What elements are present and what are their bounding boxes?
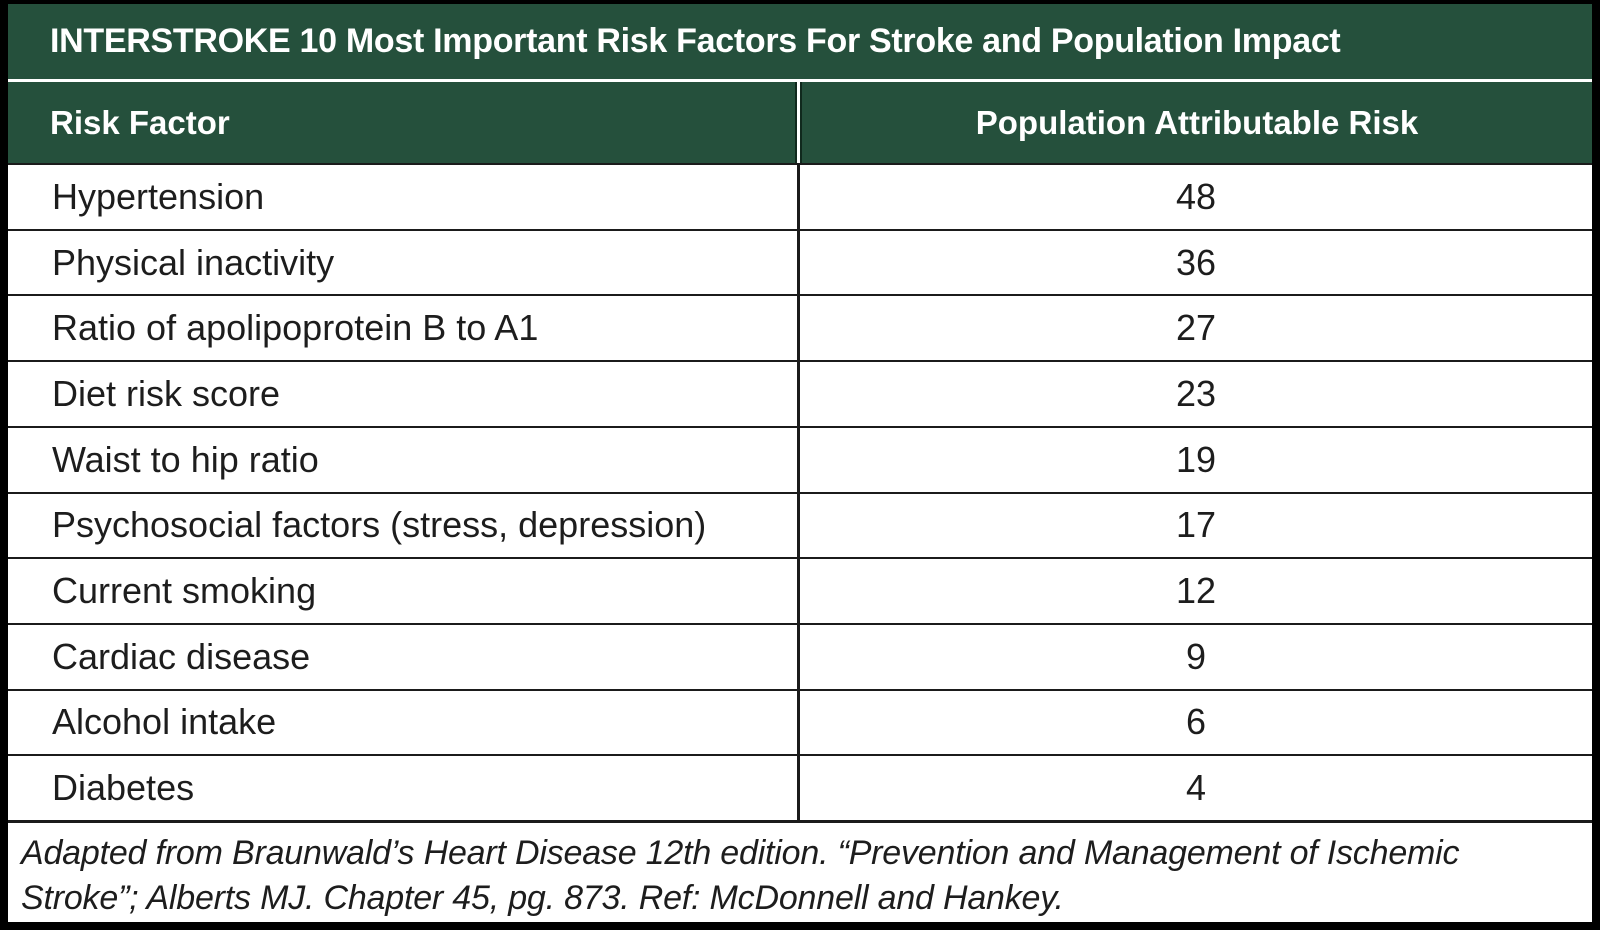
footnote: Adapted from Braunwald’s Heart Disease 1… xyxy=(8,820,1592,922)
table-row: Cardiac disease 9 xyxy=(8,622,1592,689)
title-separator-line xyxy=(8,79,1592,82)
par-value-cell: 36 xyxy=(1175,241,1217,283)
risk-factor-cell: Alcohol intake xyxy=(52,701,277,743)
par-value-cell: 4 xyxy=(1185,767,1207,809)
par-value-cell: 48 xyxy=(1175,175,1217,217)
column-divider xyxy=(797,559,800,623)
footnote-line-2: Stroke”; Alberts MJ. Chapter 45, pg. 873… xyxy=(21,879,1064,917)
par-value-cell: 23 xyxy=(1175,372,1217,414)
table-body: Hypertension 48 Physical inactivity 36 Ratio… xyxy=(8,165,1592,821)
risk-factor-cell: Diabetes xyxy=(52,767,195,809)
table-row: Ratio of apolipoprotein B to A1 27 xyxy=(8,294,1592,361)
column-divider xyxy=(797,624,800,689)
table-row: Diabetes 4 xyxy=(8,754,1592,821)
table-row: Diet risk score 23 xyxy=(8,360,1592,426)
column-divider xyxy=(797,296,800,361)
column-header-row: Risk Factor Population Attributable Risk xyxy=(8,82,1592,165)
column-header-risk-factor: Risk Factor xyxy=(50,103,230,141)
table-row: Physical inactivity 36 xyxy=(8,228,1592,295)
risk-factor-cell: Physical inactivity xyxy=(52,241,335,283)
column-divider-header xyxy=(795,82,802,163)
risk-factor-cell: Cardiac disease xyxy=(52,635,311,677)
par-value-cell: 9 xyxy=(1185,635,1207,677)
risk-factor-cell: Hypertension xyxy=(52,175,265,217)
par-value-cell: 27 xyxy=(1175,307,1217,349)
column-divider xyxy=(797,493,800,558)
table-container: INTERSTROKE 10 Most Important Risk Facto… xyxy=(8,4,1592,922)
par-value-cell: 6 xyxy=(1185,701,1207,743)
risk-factor-cell: Psychosocial factors (stress, depression… xyxy=(52,504,707,546)
par-value-cell: 17 xyxy=(1175,504,1217,546)
column-divider xyxy=(797,230,800,295)
par-value-cell: 12 xyxy=(1175,570,1217,612)
risk-factor-cell: Waist to hip ratio xyxy=(52,438,319,480)
column-header-population-attributable-risk: Population Attributable Risk xyxy=(975,103,1419,141)
table-row: Current smoking 12 xyxy=(8,557,1592,623)
risk-factor-cell: Current smoking xyxy=(52,570,317,612)
table-row: Psychosocial factors (stress, depression… xyxy=(8,491,1592,558)
column-divider xyxy=(797,756,800,821)
column-divider xyxy=(797,165,800,229)
table-row: Waist to hip ratio 19 xyxy=(8,425,1592,492)
risk-factor-cell: Ratio of apolipoprotein B to A1 xyxy=(52,307,539,349)
footnote-line-1: Adapted from Braunwald’s Heart Disease 1… xyxy=(21,834,1460,872)
table-row: Hypertension 48 xyxy=(8,165,1592,229)
column-divider xyxy=(797,427,800,492)
column-divider xyxy=(797,362,800,426)
par-value-cell: 19 xyxy=(1175,438,1217,480)
table-title: INTERSTROKE 10 Most Important Risk Facto… xyxy=(50,22,1341,60)
table-title-band: INTERSTROKE 10 Most Important Risk Facto… xyxy=(8,4,1592,79)
risk-factor-cell: Diet risk score xyxy=(52,372,281,414)
column-divider xyxy=(797,690,800,755)
table-row: Alcohol intake 6 xyxy=(8,688,1592,755)
